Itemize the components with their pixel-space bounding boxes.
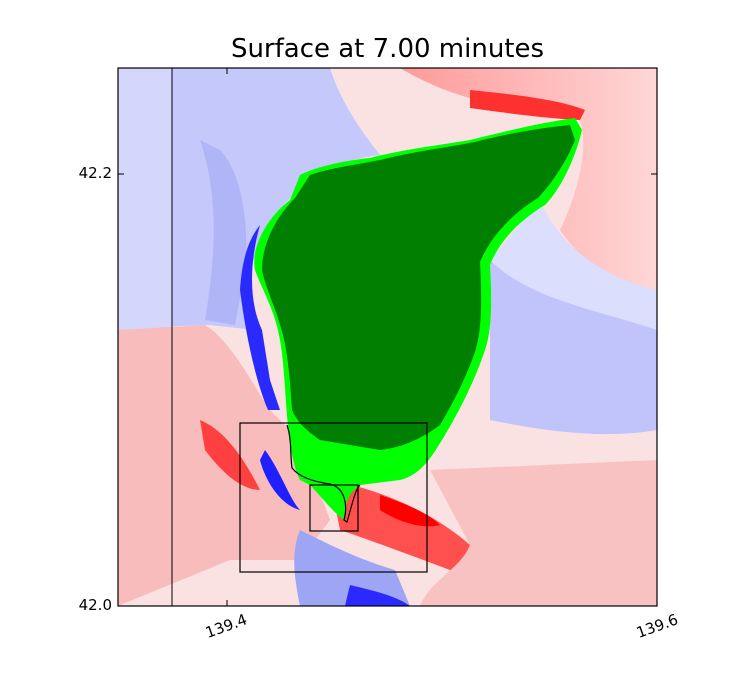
positive-anomaly-peak [470, 90, 585, 120]
ytick-label-42-0: 42.0 [78, 596, 112, 614]
positive-anomaly-northeast [400, 68, 657, 320]
positive-anomaly-sw-peak [200, 420, 260, 490]
surface-field [118, 68, 657, 606]
refinement-box-outer [239, 422, 428, 573]
west-strip [118, 68, 172, 330]
refinement-box-inner [309, 484, 359, 532]
negative-anomaly-south-core [345, 585, 410, 606]
negative-anomaly-south [260, 450, 300, 510]
negative-anomaly-core [200, 140, 247, 325]
negative-anomaly-south-trough [294, 530, 410, 606]
coastal-negative-fringe [240, 225, 280, 410]
coastline [286, 424, 361, 523]
negative-anomaly-east [490, 260, 657, 435]
landmass-dry [262, 125, 575, 450]
ytick-label-42-2: 42.2 [78, 164, 112, 182]
negative-anomaly-west [118, 68, 380, 330]
positive-anomaly-southeast [420, 460, 657, 606]
positive-anomaly-south-core [380, 495, 440, 527]
plot-title: Surface at 7.00 minutes [230, 34, 545, 64]
plot-frame [117, 67, 658, 607]
transition-band [490, 200, 657, 330]
positive-anomaly-south [330, 480, 474, 571]
